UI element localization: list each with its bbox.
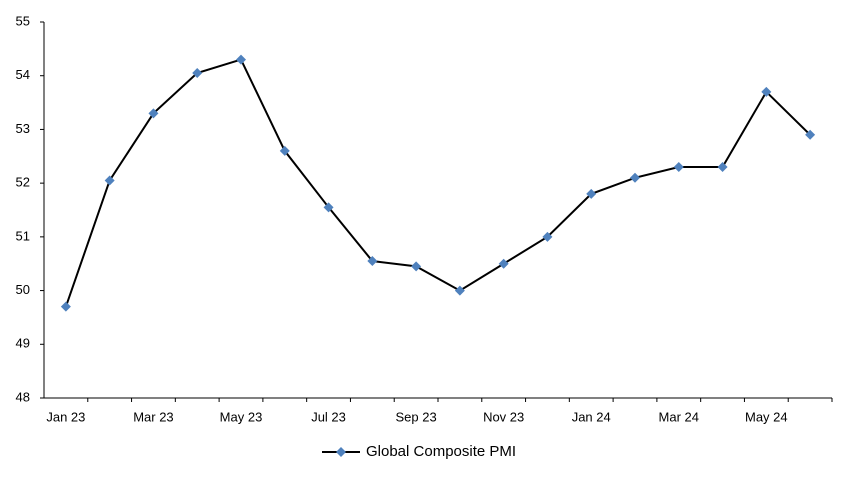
x-tick-label: Mar 24 [659,409,699,424]
y-tick-label: 53 [16,121,30,136]
data-point [630,172,640,183]
y-tick-label: 51 [16,228,30,243]
series-line [64,58,811,308]
data-point [60,301,71,312]
data-point [805,129,816,140]
data-point [367,256,378,267]
data-point [192,68,203,79]
x-tick-label: Jan 24 [572,409,611,424]
x-tick-label: Jul 23 [311,409,346,424]
data-point [454,285,465,296]
x-tick-label: Nov 23 [483,409,524,424]
y-tick-label: 48 [16,389,30,404]
x-tick-label: May 23 [220,409,263,424]
y-tick-label: 54 [16,67,30,82]
x-tick-label: Mar 23 [133,409,173,424]
data-point [498,258,509,269]
data-point [148,108,159,119]
y-tick-label: 55 [16,13,30,28]
legend-marker [336,447,346,457]
data-point [542,231,553,242]
y-tick-label: 50 [16,282,30,297]
x-tick-label: May 24 [745,409,788,424]
y-tick-label: 49 [16,336,30,351]
data-point [236,54,246,65]
data-point [673,162,684,173]
data-point [586,188,597,199]
x-tick-label: Sep 23 [396,409,437,424]
data-point [323,202,334,213]
data-point [761,86,772,97]
data-point [411,261,422,272]
x-tick-label: Jan 23 [46,409,85,424]
legend-label: Global Composite PMI [366,443,516,460]
y-tick-label: 52 [16,175,30,190]
data-point [717,162,728,173]
data-point [279,145,290,156]
data-point [104,175,115,186]
